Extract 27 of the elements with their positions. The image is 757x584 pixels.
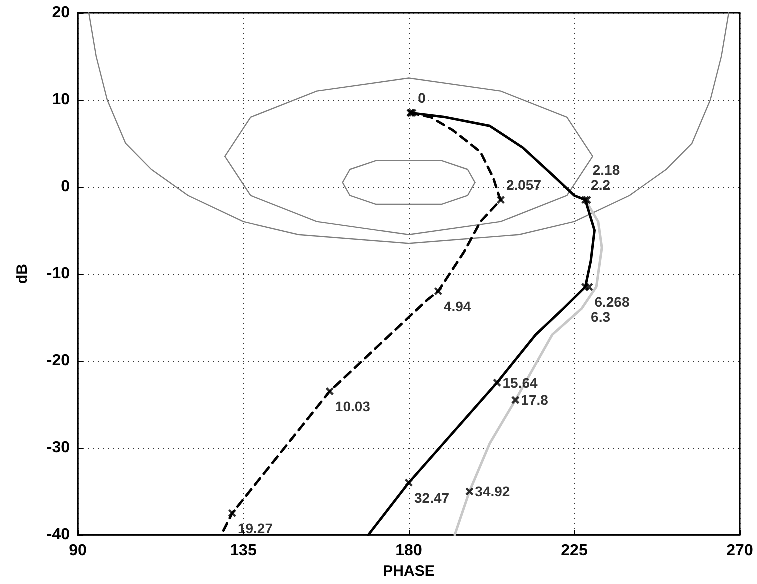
x-tick-label: 180 — [396, 542, 422, 560]
annotation: 6.268 — [594, 294, 630, 310]
y-tick-label: -20 — [46, 352, 70, 370]
annotation: 4.94 — [444, 298, 472, 314]
annotation: 32.47 — [414, 490, 450, 506]
y-axis-title: dB — [14, 264, 31, 284]
annotation: 10.03 — [335, 398, 371, 415]
annotation: 2.057 — [506, 177, 542, 194]
annotation: 2.18 — [592, 162, 620, 178]
annotation: 15.64 — [502, 374, 538, 391]
y-tick-label: 20 — [52, 4, 70, 22]
x-tick-label: 225 — [561, 542, 588, 560]
annotation: 19.27 — [238, 520, 274, 536]
annotation: 17.8 — [521, 392, 549, 408]
annotation: 34.92 — [475, 484, 510, 500]
x-tick-label: 135 — [230, 542, 257, 560]
y-tick-label: 0 — [61, 178, 70, 196]
y-tick-label: -30 — [46, 440, 70, 457]
y-tick-label: 10 — [52, 92, 70, 109]
annotation: 2.2 — [591, 177, 611, 194]
x-axis-title: PHASE — [383, 563, 435, 580]
x-tick-label: 270 — [726, 542, 754, 560]
y-tick-label: -40 — [46, 526, 70, 544]
y-tick-label: -10 — [46, 266, 70, 283]
x-tick-label: 90 — [69, 542, 87, 560]
annotation: 0 — [418, 90, 426, 106]
annotation: 6.3 — [591, 309, 611, 326]
